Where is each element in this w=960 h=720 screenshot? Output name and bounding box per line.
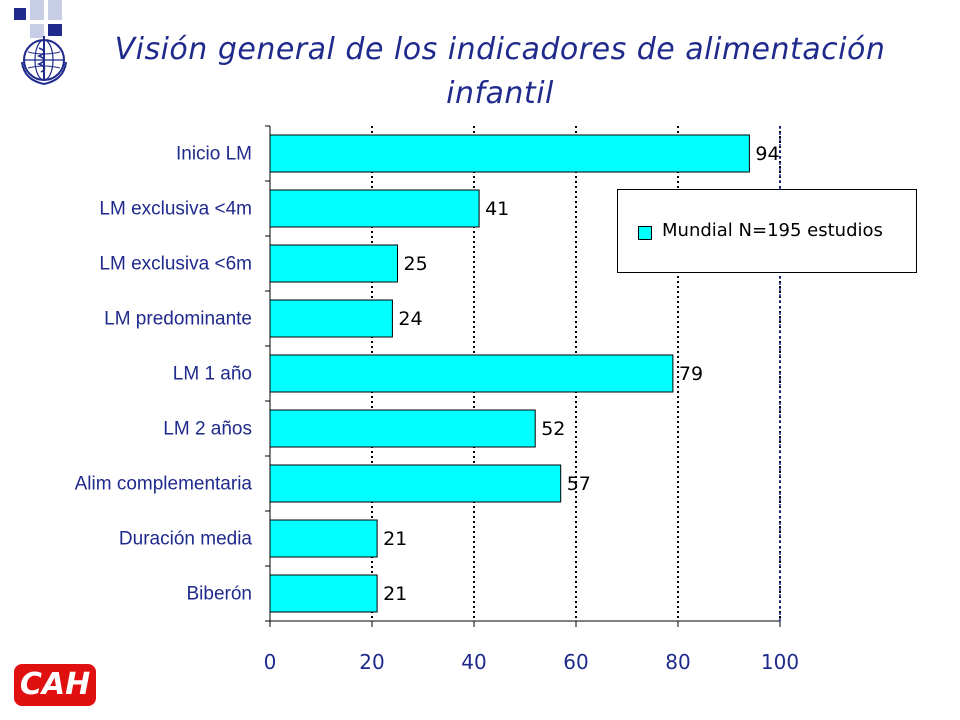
- page-title: Visión general de los indicadores de ali…: [114, 32, 886, 111]
- who-emblem-icon: [21, 36, 67, 86]
- category-label: LM 2 años: [163, 419, 252, 440]
- x-tick-label: 20: [359, 650, 384, 674]
- chart-legend: Mundial N=195 estudios: [617, 189, 917, 273]
- data-label: 94: [755, 143, 779, 165]
- category-label: LM exclusiva <6m: [99, 254, 252, 275]
- x-tick-label: 0: [264, 650, 277, 674]
- data-label: 79: [679, 363, 703, 385]
- data-label: 25: [404, 253, 428, 275]
- bar: [269, 574, 378, 613]
- corner-square-light: [48, 0, 62, 20]
- category-label: Biberón: [187, 584, 253, 605]
- bar: [269, 464, 562, 503]
- bar: [269, 409, 536, 448]
- corner-square-light: [30, 24, 44, 38]
- bar: [269, 189, 480, 228]
- category-label: LM 1 año: [173, 364, 252, 385]
- category-label: LM predominante: [104, 309, 252, 330]
- data-label: 21: [383, 583, 407, 605]
- corner-square-dark: [14, 8, 26, 20]
- category-label: Duración media: [119, 529, 252, 550]
- data-label: 41: [485, 198, 509, 220]
- data-label: 57: [567, 473, 591, 495]
- x-tick-label: 60: [563, 650, 588, 674]
- legend-swatch: [638, 226, 652, 240]
- x-tick-label: 40: [461, 650, 486, 674]
- x-tick-label: 80: [665, 650, 690, 674]
- corner-square-dark: [48, 24, 62, 36]
- legend-label: Mundial N=195 estudios: [662, 220, 883, 241]
- bar: [269, 134, 750, 173]
- cah-badge: CAH: [14, 664, 96, 706]
- bar: [269, 354, 674, 393]
- category-label: LM exclusiva <4m: [99, 199, 252, 220]
- category-label: Inicio LM: [176, 144, 252, 165]
- bar: [269, 519, 378, 558]
- category-label: Alim complementaria: [75, 474, 253, 495]
- x-tick-label: 100: [761, 650, 799, 674]
- corner-square-light: [30, 0, 44, 20]
- data-label: 21: [383, 528, 407, 550]
- bar: [269, 244, 398, 283]
- bar: [269, 299, 393, 338]
- data-label: 24: [398, 308, 422, 330]
- data-label: 52: [541, 418, 565, 440]
